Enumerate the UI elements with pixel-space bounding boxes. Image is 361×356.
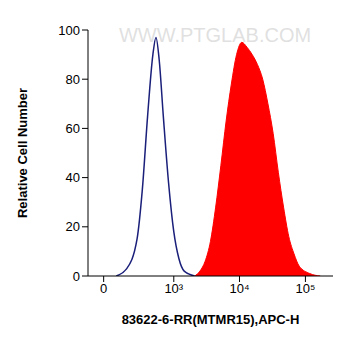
svg-text:0: 0 [73,269,80,284]
svg-text:10³: 10³ [164,281,183,296]
svg-text:80: 80 [66,72,80,87]
svg-text:83622-6-RR(MTMR15),APC-H: 83622-6-RR(MTMR15),APC-H [122,312,300,327]
svg-text:0: 0 [100,281,107,296]
svg-text:100: 100 [58,23,80,38]
svg-text:40: 40 [66,170,80,185]
svg-text:WWW.PTGLAB.COM: WWW.PTGLAB.COM [119,24,311,46]
svg-text:20: 20 [66,219,80,234]
svg-text:10⁴: 10⁴ [229,281,249,296]
svg-text:60: 60 [66,121,80,136]
svg-text:Relative Cell Number: Relative Cell Number [15,88,30,218]
svg-text:10⁵: 10⁵ [295,281,315,296]
